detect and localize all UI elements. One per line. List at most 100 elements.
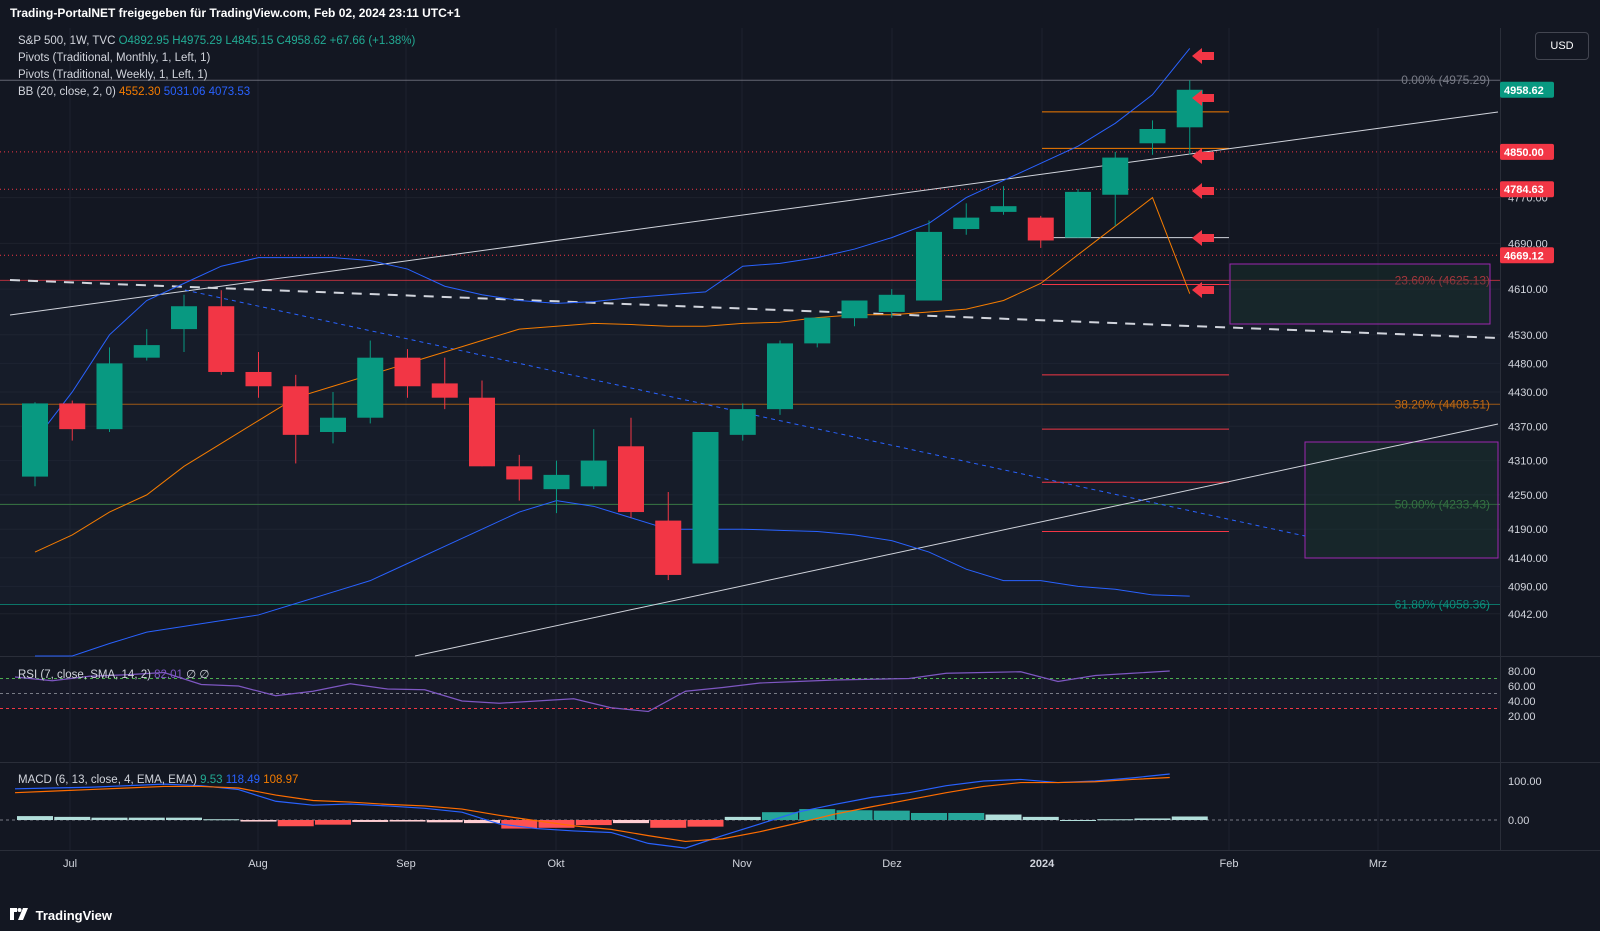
pivot-arrow-icon [1192,282,1214,298]
candle-body [618,446,644,513]
macd-histogram-bar [1171,816,1208,820]
rsi-line [14,670,1170,713]
candle-body [245,371,272,387]
y-axis-tick: 4140.00 [1508,553,1548,565]
macd-pane [0,763,1600,851]
macd-histogram-bar [203,819,240,821]
footer-brand-label: TradingView [35,908,112,923]
macd-histogram-bar [1134,818,1171,820]
rsi-axis-tick: 60.00 [1508,681,1536,693]
bollinger-lower-line [35,500,1190,657]
candle-body [59,403,86,430]
macd-histogram-bar [948,812,985,820]
macd-histogram-bar [687,820,724,827]
legend-change: +67.66 (+1.38%) [329,35,416,47]
title-bar: Trading-PortalNET freigegeben für Tradin… [0,0,1600,28]
price-chart[interactable]: Jul Aug Sep Okt Nov Dez 2024 Feb Mrz 4042.00 4090.… [0,0,1600,900]
macd-histogram-bar [501,820,538,829]
fib-level-label: 50.00% (4233.43) [1395,497,1490,511]
y-axis-tick: 4042.00 [1508,609,1548,621]
currency-button[interactable]: USD [1535,32,1589,60]
candle-body [655,520,682,575]
legend-bb-basis: 4552.30 [119,86,161,98]
trendline-blue-dashed [184,289,1306,537]
pivot-arrow-icon [1192,48,1214,64]
legend-symbol: S&P 500, 1W, TVC [18,35,116,47]
macd-signal-line [14,776,1170,843]
candle-body [394,357,421,387]
candle-body [953,217,980,230]
legend-bb-label: BB (20, close, 2, 0) [18,86,116,98]
candle-body [133,345,160,358]
x-axis-label: Feb [1220,858,1239,870]
candle-body [1065,191,1091,238]
macd-axis-tick: 100.00 [1508,776,1542,788]
target-box [1229,263,1491,325]
macd-histogram-bar [240,820,277,822]
footer: TradingView [0,900,1600,931]
y-axis-tick: 4610.00 [1508,284,1548,296]
tradingview-brand[interactable]: TradingView [10,908,112,923]
candle-body [469,397,495,467]
legend-macd-row[interactable]: MACD (6, 13, close, 4, EMA, EMA) 9.53 11… [18,774,298,786]
y-axis-tick: 4530.00 [1508,330,1548,342]
candle-body [692,432,719,564]
price-label-badge [1500,181,1554,198]
price-label-text: 4669.12 [1504,250,1544,262]
candle-body [208,306,235,372]
legend-bb-row[interactable]: BB (20, close, 2, 0) 4552.30 5031.06 407… [18,86,250,98]
macd-histogram-bar [464,820,500,824]
legend-high: H4975.29 [172,35,223,47]
candle-body [506,466,533,480]
legend-close: C4958.62 [276,35,327,47]
y-axis-tick: 4190.00 [1508,524,1548,536]
y-axis-tick: 4370.00 [1508,421,1548,433]
candle-body [878,294,905,312]
macd-histogram-bar [575,820,612,826]
candle-body [767,343,793,410]
macd-histogram-bar [799,809,836,820]
candle-body [1027,217,1054,241]
fib-zone [0,280,1500,605]
legend-bb-upper: 5031.06 [163,86,206,98]
macd-histogram-bar [166,817,202,820]
legend-rsi-row[interactable]: RSI (7, close, SMA, 14, 2) 82.01 ∅ ∅ [18,667,209,681]
candle-body [804,317,831,344]
candle-body [282,386,309,435]
candle-body [357,357,384,418]
macd-histogram-bar [426,820,463,823]
trendline-dashed [9,279,1499,339]
tradingview-logo-icon [10,908,28,923]
legend-pivots-monthly[interactable]: Pivots (Traditional, Monthly, 1, Left, 1… [18,52,211,64]
macd-histogram-bar [1022,816,1059,820]
macd-histogram-bar [91,817,128,820]
trendline-upper [9,111,1499,316]
macd-histogram-bar [724,816,761,820]
y-axis-tick: 4090.00 [1508,581,1548,593]
price-label-badge [1500,247,1554,264]
candle-body [22,403,48,477]
x-axis-label: Nov [732,858,752,870]
candle-body [320,417,346,433]
x-axis-label: Sep [396,858,416,870]
candle-body [1102,157,1129,195]
bollinger-basis-line [34,196,1191,553]
candle-body [1139,128,1166,144]
fib-level-label: 61.80% (4058.36) [1395,597,1490,611]
legend-rsi-extra: ∅ ∅ [186,669,210,681]
legend-pivots-weekly[interactable]: Pivots (Traditional, Weekly, 1, Left, 1) [18,69,208,81]
legend-open: O4892.95 [118,35,170,47]
rsi-axis-tick: 40.00 [1508,696,1536,708]
y-axis-tick: 4430.00 [1508,387,1548,399]
x-axis-label: Okt [547,858,564,870]
rsi-pane [0,657,1600,762]
candle-body [431,383,458,398]
macd-histogram-bar [613,820,649,824]
x-axis-label: Mrz [1369,858,1387,870]
legend-macd-hist: 9.53 [200,774,223,786]
candle-body [96,363,123,430]
macd-histogram-bar [985,814,1022,820]
legend-symbol-row: S&P 500, 1W, TVC O4892.95 H4975.29 L4845… [18,35,415,47]
candle-body [729,409,756,435]
